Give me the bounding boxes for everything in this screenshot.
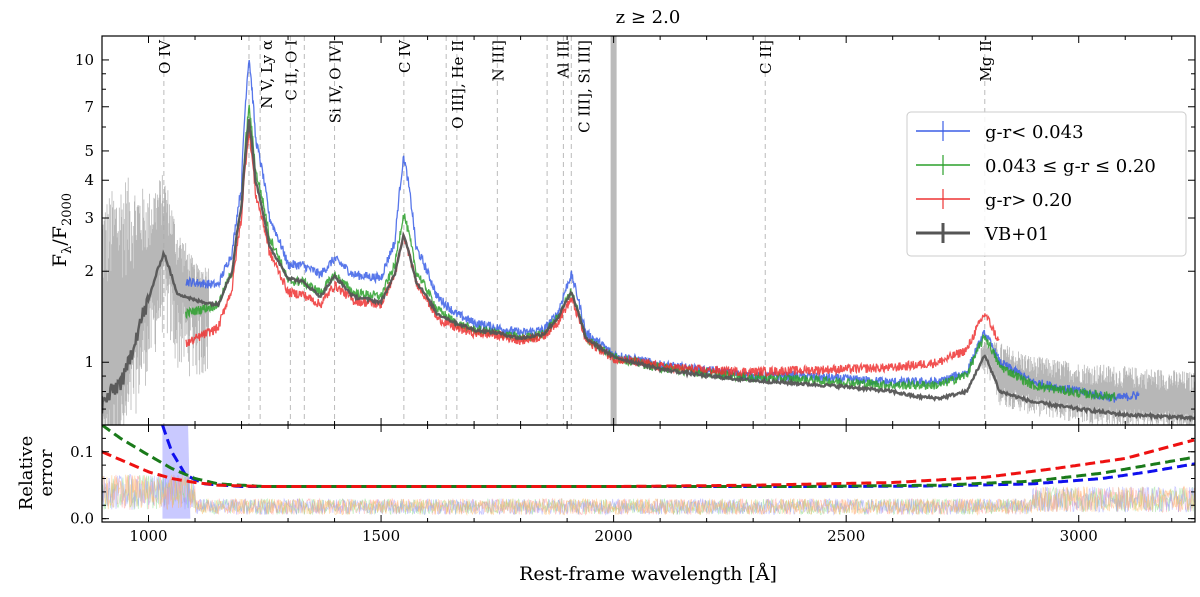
reference-wavelength-band — [610, 36, 617, 425]
error-curve-0 — [161, 425, 1195, 488]
spectra-series — [102, 59, 1195, 423]
top-y-tick-label: 2 — [84, 262, 94, 280]
top-y-axis: 1 2 3 4 5 7 10 — [75, 51, 1195, 410]
legend: g-r< 0.043 0.043 ≤ g-r ≤ 0.20 g-r> 0.20 VB+… — [906, 111, 1187, 257]
legend-label: g-r< 0.043 — [985, 122, 1084, 143]
emission-line-label: O III], He II — [449, 40, 467, 129]
bottom-y-label-line1: Relative — [16, 436, 37, 511]
emission-line-label: C II, O I — [282, 40, 300, 101]
x-tick-label: 2500 — [827, 527, 865, 545]
error-curves — [102, 425, 1195, 488]
error-curve-1 — [102, 425, 1195, 488]
x-tick-label: 3000 — [1060, 527, 1098, 545]
series-line-2 — [185, 131, 1000, 379]
series-line-3 — [102, 119, 1195, 423]
emission-line-label: O IV — [156, 39, 174, 74]
chart-title: z ≥ 2.0 — [616, 7, 681, 28]
bottom-y-tick-label: 0.0 — [70, 510, 94, 528]
x-tick-label: 2000 — [595, 527, 633, 545]
top-x-ticks — [101, 36, 1173, 425]
emission-line-label: N III] — [489, 40, 507, 82]
bottom-y-label-line2: error — [36, 449, 57, 497]
legend-label: VB+01 — [984, 224, 1049, 245]
bottom-y-axis: 0.0 0.1 — [70, 424, 1195, 528]
reference-band — [610, 36, 617, 425]
emission-line-label: Al III — [554, 40, 572, 79]
emission-line-label: Mg II — [977, 40, 995, 82]
error-curve-2 — [102, 438, 1195, 488]
top-y-tick-label: 5 — [84, 142, 94, 160]
legend-label: g-r> 0.20 — [985, 190, 1072, 211]
top-y-tick-label: 3 — [84, 209, 94, 227]
bottom-panel-frame — [101, 424, 1196, 523]
emission-line-label: C IV — [396, 39, 414, 73]
emission-line-label: Si IV, O IV] — [327, 40, 345, 123]
x-axis-label: Rest-frame wavelength [Å] — [519, 563, 777, 585]
emission-line-label: N V, Ly α — [258, 40, 276, 109]
emission-line-labels: O IV N V, Ly α C II, O I Si IV, O IV] C IV O … — [156, 39, 995, 133]
vb01-noise-blue-end — [102, 175, 209, 425]
emission-line-label: C III], Si III] — [575, 40, 593, 133]
top-y-label: Fλ/F2000 — [49, 193, 75, 267]
x-tick-label: 1500 — [362, 527, 400, 545]
error-noise-trace-3 — [102, 474, 1195, 516]
top-y-tick-label: 10 — [75, 51, 94, 69]
x-tick-label: 1000 — [129, 527, 167, 545]
bottom-x-axis: 1000 1500 2000 2500 3000 — [101, 425, 1173, 545]
top-y-tick-label: 4 — [84, 171, 94, 189]
top-y-tick-label: 7 — [84, 98, 94, 116]
emission-line-label: C II] — [757, 40, 775, 74]
top-y-tick-label: 1 — [84, 353, 94, 371]
legend-label: 0.043 ≤ g-r ≤ 0.20 — [985, 156, 1156, 177]
legend-box — [906, 111, 1187, 257]
error-noise-trace-1 — [102, 474, 1195, 516]
bottom-y-tick-label: 0.1 — [70, 443, 94, 461]
